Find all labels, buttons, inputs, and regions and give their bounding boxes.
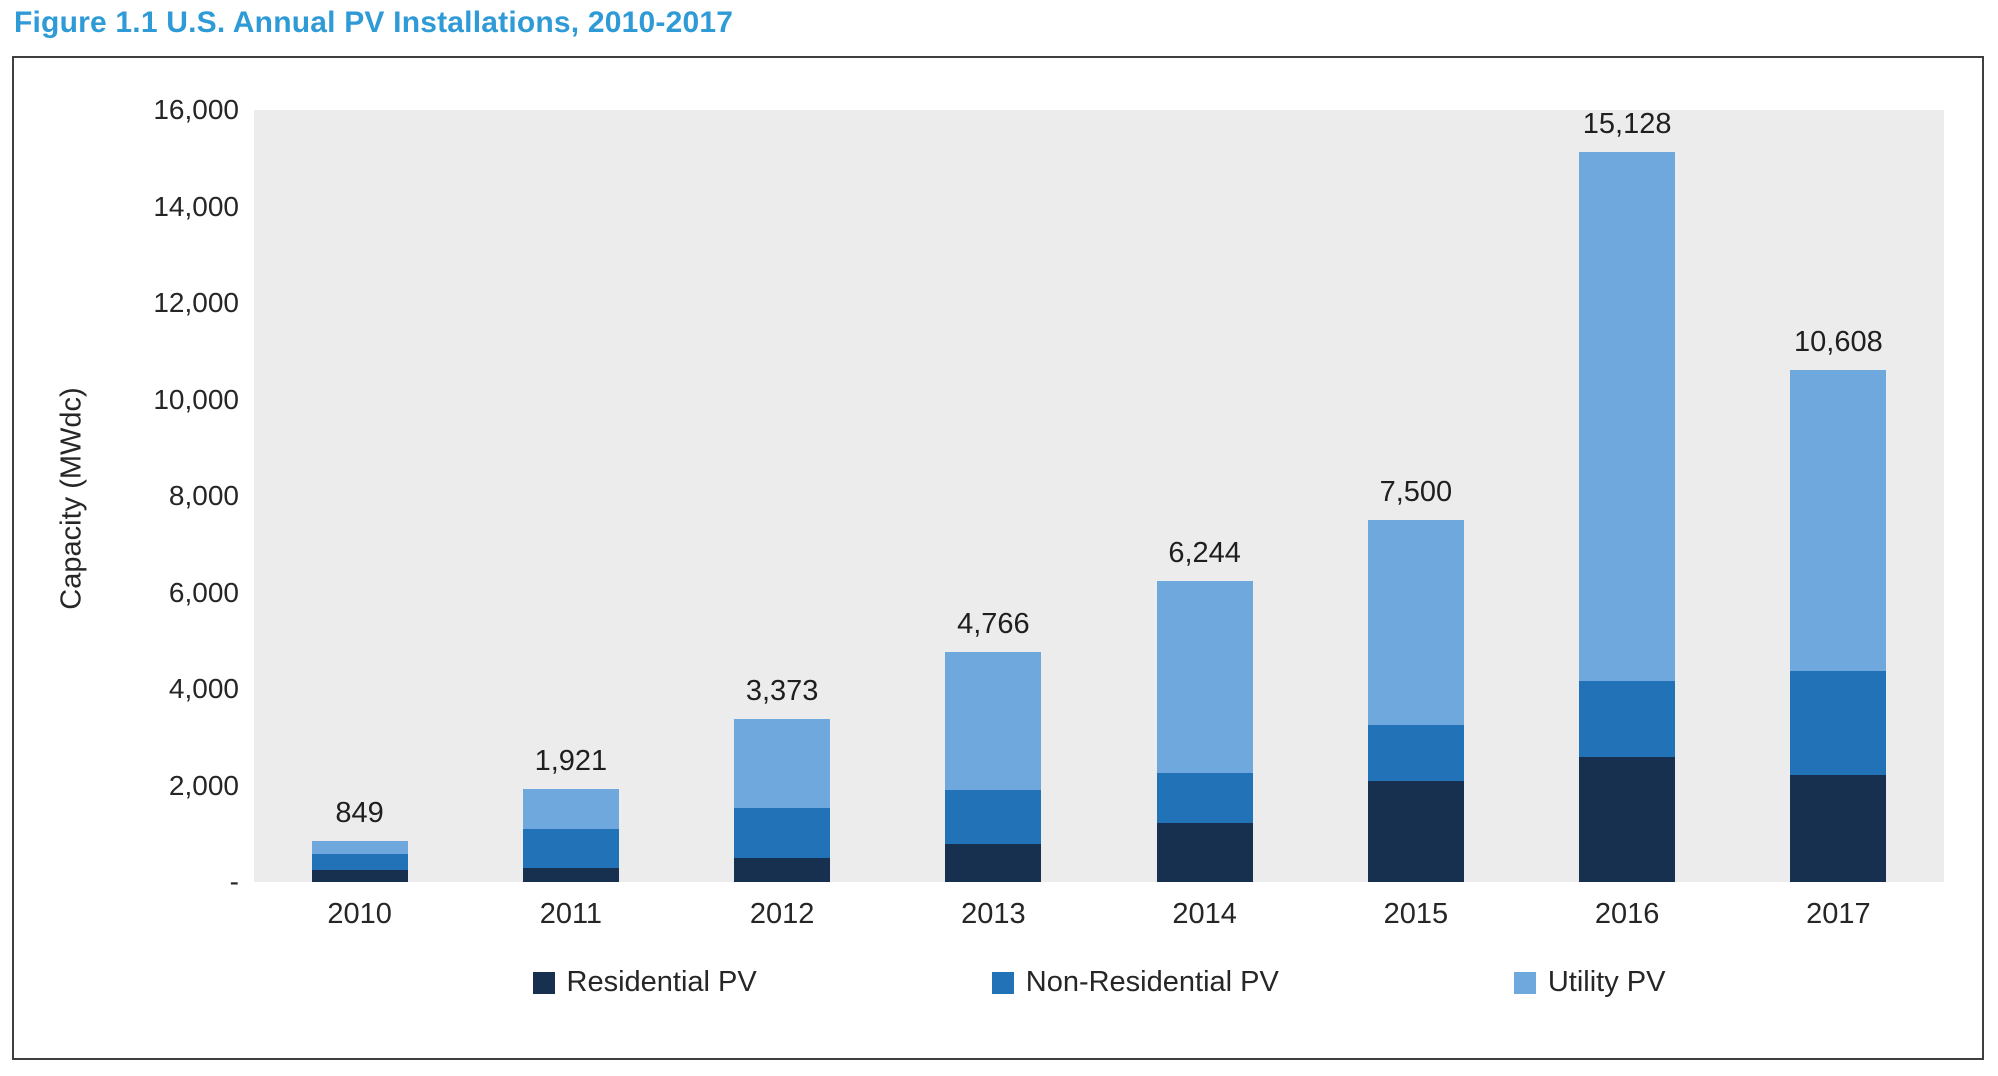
legend-label: Non-Residential PV bbox=[1025, 966, 1279, 998]
y-tick-label: 16,000 bbox=[153, 94, 239, 125]
legend-label: Utility PV bbox=[1547, 966, 1666, 998]
bar-total-label: 7,500 bbox=[1379, 476, 1453, 509]
bar-segment-residential-pv bbox=[522, 867, 619, 882]
bar-total-label: 1,921 bbox=[534, 745, 608, 778]
bar-total-label: 15,128 bbox=[1582, 108, 1672, 141]
chart-frame: Capacity (MWdc) 16,000 14,000 12,000 10,000… bbox=[12, 56, 1984, 1060]
x-axis-label: 2012 bbox=[749, 898, 815, 930]
y-tick-label: 8,000 bbox=[168, 480, 239, 511]
x-axis-label: 2014 bbox=[1172, 898, 1237, 930]
y-tick-label: 6,000 bbox=[168, 576, 239, 608]
legend-item-non-residential-pv: Non-Residential PV bbox=[991, 966, 1279, 999]
bar-total-label: 849 bbox=[335, 797, 384, 830]
bar-segment-utility-pv bbox=[945, 652, 1042, 791]
bar-segment-non-residential-pv bbox=[1156, 772, 1253, 823]
bar-segment-residential-pv bbox=[1367, 780, 1464, 882]
bar-segment-utility-pv bbox=[1579, 152, 1676, 681]
y-tick-label: 4,000 bbox=[168, 673, 239, 704]
bar-segment-non-residential-pv bbox=[1790, 670, 1887, 775]
bar-segment-utility-pv bbox=[1367, 520, 1464, 726]
bar-segment-residential-pv bbox=[1790, 774, 1887, 882]
bar-segment-utility-pv bbox=[734, 719, 831, 808]
legend-swatch-icon bbox=[532, 971, 555, 994]
legend-swatch-icon bbox=[1513, 971, 1536, 994]
bar-segment-utility-pv bbox=[311, 841, 408, 854]
bar-segment-utility-pv bbox=[1156, 580, 1253, 773]
y-tick-label: 2,000 bbox=[168, 769, 239, 801]
bar-segment-non-residential-pv bbox=[522, 828, 619, 868]
x-axis-label: 2013 bbox=[961, 898, 1026, 930]
bar-segment-residential-pv bbox=[1156, 822, 1253, 882]
x-axis-label: 2017 bbox=[1806, 898, 1871, 930]
bar-total-label: 10,608 bbox=[1794, 326, 1883, 359]
bar-segment-non-residential-pv bbox=[1579, 680, 1676, 758]
bar-segment-non-residential-pv bbox=[311, 853, 408, 871]
x-axis-label: 2015 bbox=[1383, 898, 1449, 930]
bar-segment-residential-pv bbox=[1579, 757, 1676, 882]
plot-area bbox=[254, 110, 1944, 882]
x-axis-label: 2011 bbox=[539, 898, 603, 930]
x-axis-label: 2016 bbox=[1594, 898, 1660, 930]
legend-item-utility-pv: Utility PV bbox=[1513, 966, 1666, 999]
bar-segment-non-residential-pv bbox=[734, 807, 831, 859]
y-tick-label: - bbox=[229, 866, 239, 897]
figure-title: Figure 1.1 U.S. Annual PV Installations,… bbox=[14, 6, 734, 39]
bar-segment-non-residential-pv bbox=[1367, 725, 1464, 781]
y-tick-label: 14,000 bbox=[153, 190, 239, 222]
y-tick-label: 10,000 bbox=[153, 383, 239, 415]
bar-segment-non-residential-pv bbox=[945, 790, 1042, 844]
bar-segment-residential-pv bbox=[311, 870, 408, 882]
bar-total-label: 4,766 bbox=[957, 608, 1030, 641]
legend-swatch-icon bbox=[991, 971, 1014, 994]
bar-total-label: 3,373 bbox=[745, 675, 819, 708]
legend-label: Residential PV bbox=[566, 966, 757, 998]
x-axis-label: 2010 bbox=[327, 898, 392, 930]
bar-segment-residential-pv bbox=[945, 843, 1042, 882]
bar-total-label: 6,244 bbox=[1168, 536, 1241, 569]
legend: Residential PV Non-Residential PV Utility … bbox=[254, 966, 1944, 999]
bar-segment-residential-pv bbox=[734, 858, 831, 882]
bar-segment-utility-pv bbox=[522, 789, 619, 829]
y-tick-label: 12,000 bbox=[153, 287, 239, 318]
bar-segment-utility-pv bbox=[1790, 370, 1887, 671]
legend-item-residential-pv: Residential PV bbox=[532, 966, 757, 999]
